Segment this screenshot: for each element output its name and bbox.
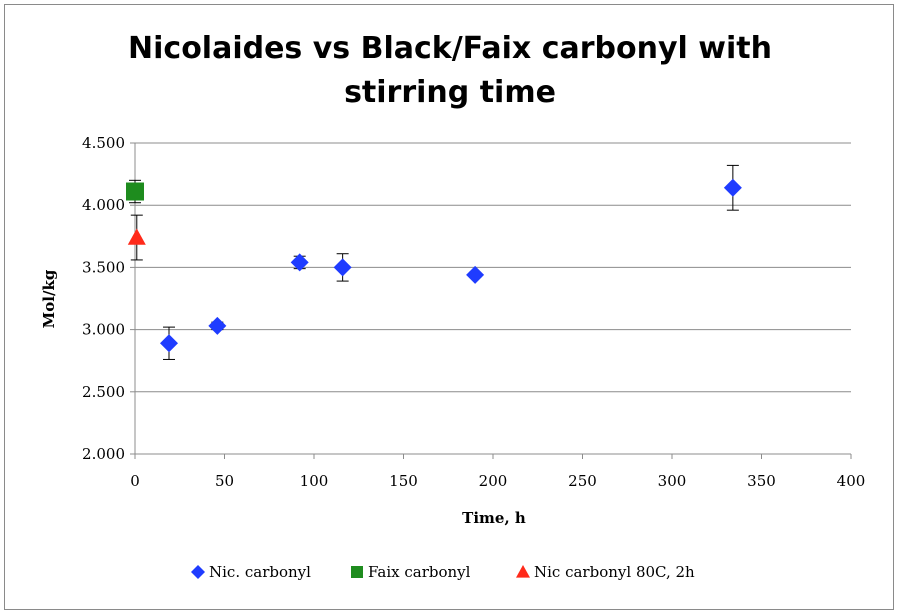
legend-item: Nic. carbonyl: [191, 563, 311, 581]
x-tick-label: 150: [389, 472, 418, 490]
data-point-diamond: [466, 265, 485, 284]
axis-layer: [130, 142, 852, 459]
x-tick-label: 400: [837, 472, 866, 490]
y-tick-label: 4.000: [82, 196, 125, 214]
legend: Nic. carbonyl Faix carbonyl Nic carbonyl 8…: [191, 563, 695, 581]
legend-item: Nic carbonyl 80C, 2h: [516, 563, 695, 581]
x-tick-label: 350: [747, 472, 776, 490]
legend-label: Nic. carbonyl: [209, 563, 311, 581]
x-tick-label: 300: [658, 472, 687, 490]
y-tick-label: 3.500: [82, 258, 125, 276]
legend-marker-square: [351, 566, 363, 578]
chart-frame: [4, 4, 894, 610]
x-tick-label: 0: [130, 472, 140, 490]
data-point-diamond: [160, 334, 179, 353]
y-axis-label: Mol/kg: [40, 269, 58, 328]
data-point-square: [126, 182, 144, 201]
chart-title: Nicolaides vs Black/Faix carbonyl with s…: [128, 31, 772, 110]
data-point-triangle: [127, 228, 146, 245]
data-point-diamond: [723, 178, 742, 197]
legend-label: Faix carbonyl: [368, 563, 471, 581]
x-tick-labels: 0 50 100 150 200 250 300 350 400: [130, 472, 865, 490]
legend-label: Nic carbonyl 80C, 2h: [534, 563, 695, 581]
legend-item: Faix carbonyl: [351, 563, 471, 581]
grid-layer: [135, 142, 851, 393]
x-axis-label: Time, h: [462, 509, 526, 527]
x-tick-label: 100: [300, 472, 329, 490]
y-tick-labels: 2.000 2.500 3.000 3.500 4.000 4.500: [82, 134, 125, 463]
data-point-diamond: [333, 258, 352, 277]
data-point-diamond: [208, 316, 227, 335]
y-tick-label: 3.000: [82, 321, 125, 339]
legend-marker-diamond: [191, 565, 205, 579]
data-point-diamond: [290, 253, 309, 272]
y-tick-label: 2.000: [82, 445, 125, 463]
chart-title-line-2: stirring time: [344, 75, 556, 110]
y-tick-label: 4.500: [82, 134, 125, 152]
x-tick-label: 50: [215, 472, 234, 490]
data-markers: [126, 178, 742, 353]
legend-marker-triangle: [516, 565, 530, 578]
x-tick-label: 200: [479, 472, 508, 490]
chart-title-line-1: Nicolaides vs Black/Faix carbonyl with: [128, 31, 772, 66]
x-tick-label: 250: [568, 472, 597, 490]
y-tick-label: 2.500: [82, 383, 125, 401]
